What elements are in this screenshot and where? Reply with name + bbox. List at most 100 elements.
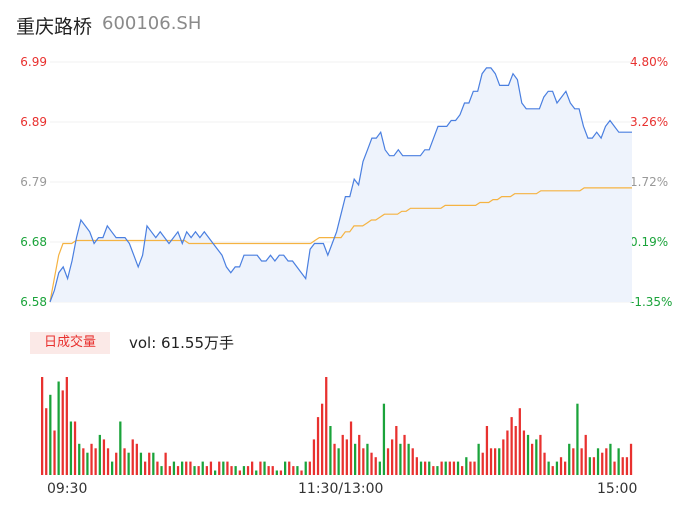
volume-bar	[160, 466, 163, 475]
volume-total: vol: 61.55万手	[129, 334, 234, 352]
volume-bar	[349, 421, 353, 475]
volume-bar	[226, 461, 229, 475]
volume-bar	[69, 421, 73, 475]
volume-bar	[514, 426, 517, 475]
volume-bar	[374, 457, 377, 475]
volume-bar	[354, 443, 357, 475]
price-line	[49, 67, 632, 303]
volume-bar	[601, 452, 604, 475]
volume-bar	[288, 461, 291, 475]
volume-bar	[395, 426, 398, 475]
volume-bar	[382, 403, 386, 475]
stock-code: 600106.SH	[102, 13, 202, 34]
volume-bar	[82, 448, 85, 475]
volume-bar	[73, 421, 77, 475]
percent-tick-label: 1.72%	[630, 175, 669, 189]
volume-bar	[419, 461, 423, 475]
volume-bar	[267, 466, 270, 475]
volume-bar	[271, 466, 274, 475]
volume-bar	[473, 461, 476, 475]
volume-bar	[337, 448, 340, 475]
price-tick-label: 6.79	[20, 175, 47, 189]
volume-bar	[489, 448, 493, 475]
volume-bar	[465, 457, 468, 475]
volume-bar	[102, 439, 106, 475]
volume-bar	[399, 443, 402, 475]
volume-bar	[230, 466, 233, 475]
volume-bar	[576, 403, 579, 475]
price-tick-label: 6.89	[20, 115, 47, 129]
volume-bar	[543, 452, 546, 475]
volume-bar	[57, 381, 60, 475]
volume-bar	[432, 466, 435, 475]
volume-bar	[135, 443, 138, 475]
price-tick-label: 6.99	[20, 55, 47, 69]
volume-bar	[580, 448, 583, 475]
volume-bar	[176, 466, 180, 475]
volume-bar	[111, 461, 114, 475]
volume-bar	[592, 457, 596, 475]
volume-bar	[588, 457, 591, 475]
x-tick-midday: 11:30/13:00	[298, 481, 384, 497]
volume-bar	[312, 439, 316, 475]
volume-bar	[358, 434, 361, 475]
volume-bar	[53, 430, 56, 475]
volume-bar	[94, 448, 97, 475]
volume-bar	[481, 452, 484, 475]
volume-bar	[284, 461, 287, 475]
volume-bar	[242, 466, 246, 475]
volume-bar	[78, 443, 81, 475]
volume-bar	[621, 457, 624, 475]
volume-bar	[415, 457, 418, 475]
volume-bar	[531, 443, 534, 475]
volume-bar	[485, 426, 489, 475]
volume-bar	[49, 394, 52, 475]
volume-bar	[152, 452, 155, 475]
volume-bar	[341, 434, 344, 475]
volume-bar	[123, 448, 126, 475]
volume-bar	[559, 457, 563, 475]
percent-tick-label: 4.80%	[630, 55, 669, 69]
volume-bar	[234, 466, 237, 475]
volume-bar	[329, 426, 332, 475]
volume-bar	[609, 443, 612, 475]
volume-bar	[214, 470, 217, 475]
volume-bar	[362, 448, 365, 475]
volume-bar	[308, 461, 311, 475]
volume-bar	[506, 430, 509, 475]
volume-bar	[65, 377, 68, 475]
volume-bar	[197, 466, 200, 475]
price-area-fill	[50, 67, 632, 303]
volume-bar	[424, 461, 427, 475]
volume-bar	[440, 461, 443, 475]
volume-bar	[526, 434, 530, 475]
volume-bar	[448, 461, 451, 475]
volume-bar	[555, 461, 559, 475]
percent-tick-label: -1.35%	[630, 295, 673, 309]
volume-bar	[296, 466, 299, 475]
volume-bar	[407, 443, 410, 475]
volume-bar	[263, 461, 266, 475]
volume-bar	[45, 408, 48, 475]
volume-bar	[370, 452, 373, 475]
volume-bar	[391, 439, 394, 475]
volume-bar	[535, 439, 538, 475]
volume-bar	[333, 443, 336, 475]
volume-bar	[345, 439, 348, 475]
volume-bar	[572, 448, 575, 475]
volume-bar	[325, 377, 328, 475]
volume-bar	[625, 457, 629, 475]
volume-bar	[617, 448, 620, 475]
volume-bar	[168, 466, 171, 475]
volume-bar	[139, 452, 143, 475]
volume-bar	[131, 439, 134, 475]
volume-bar	[304, 461, 307, 475]
volume-bar	[551, 466, 554, 475]
average-price-line	[49, 187, 632, 303]
volume-bar	[386, 448, 390, 475]
volume-bar	[564, 461, 567, 475]
volume-bar	[444, 461, 447, 475]
x-tick-close: 15:00	[597, 481, 638, 497]
volume-bar	[456, 461, 460, 475]
price-tick-label: 6.68	[20, 235, 47, 249]
